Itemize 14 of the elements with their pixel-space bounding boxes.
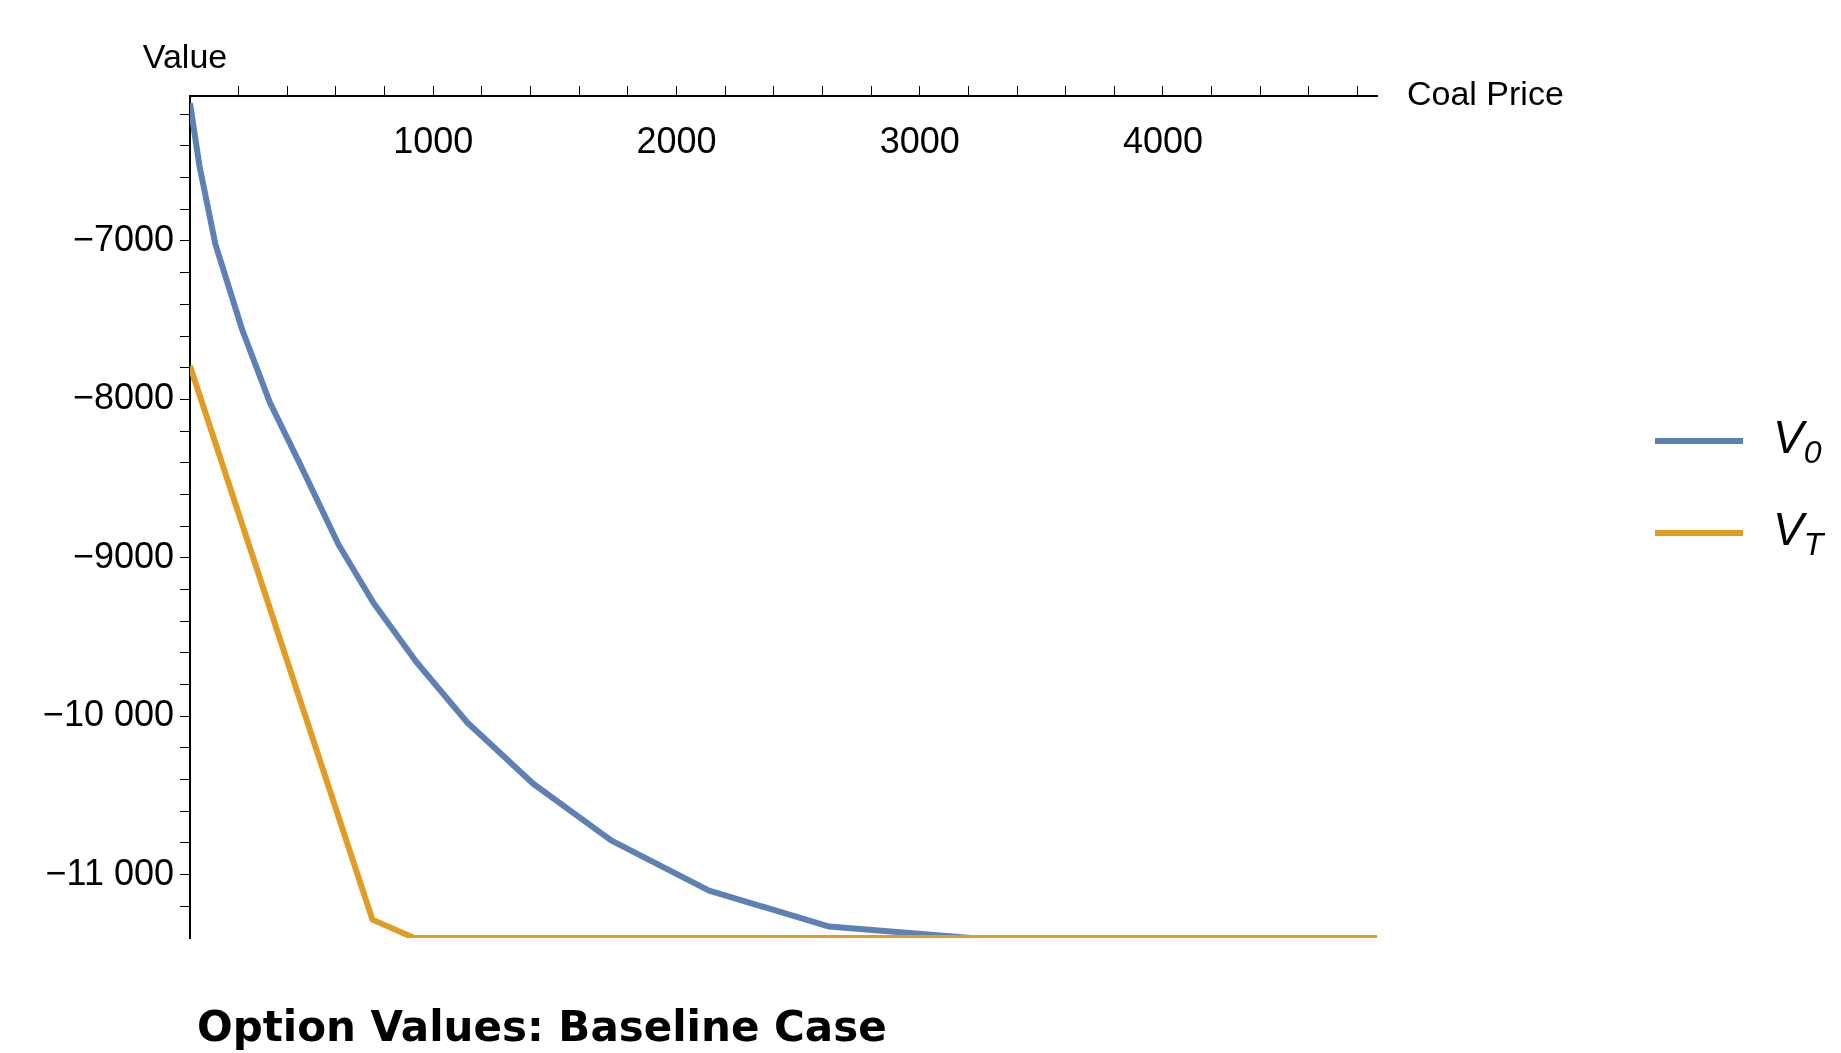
- x-axis-title: Coal Price: [1407, 74, 1564, 113]
- x-tick-label: 2000: [636, 119, 717, 161]
- text: Option Values: Baseline Case: [197, 1002, 887, 1051]
- legend-label: V$_{0}$: [1773, 410, 1822, 472]
- y-tick-label: −11 000: [45, 851, 174, 893]
- y-tick-label: −10 000: [42, 693, 174, 735]
- legend-label: V$_{T}$: [1773, 502, 1824, 564]
- x-tick-label: 4000: [1122, 119, 1203, 161]
- y-tick-label: −7000: [72, 217, 174, 259]
- x-tick-label: 1000: [393, 119, 474, 161]
- y-tick-label: −8000: [72, 376, 174, 418]
- y-axis-title: Value: [142, 37, 228, 76]
- x-tick-label: 3000: [879, 119, 960, 161]
- y-tick-label: −9000: [72, 534, 174, 576]
